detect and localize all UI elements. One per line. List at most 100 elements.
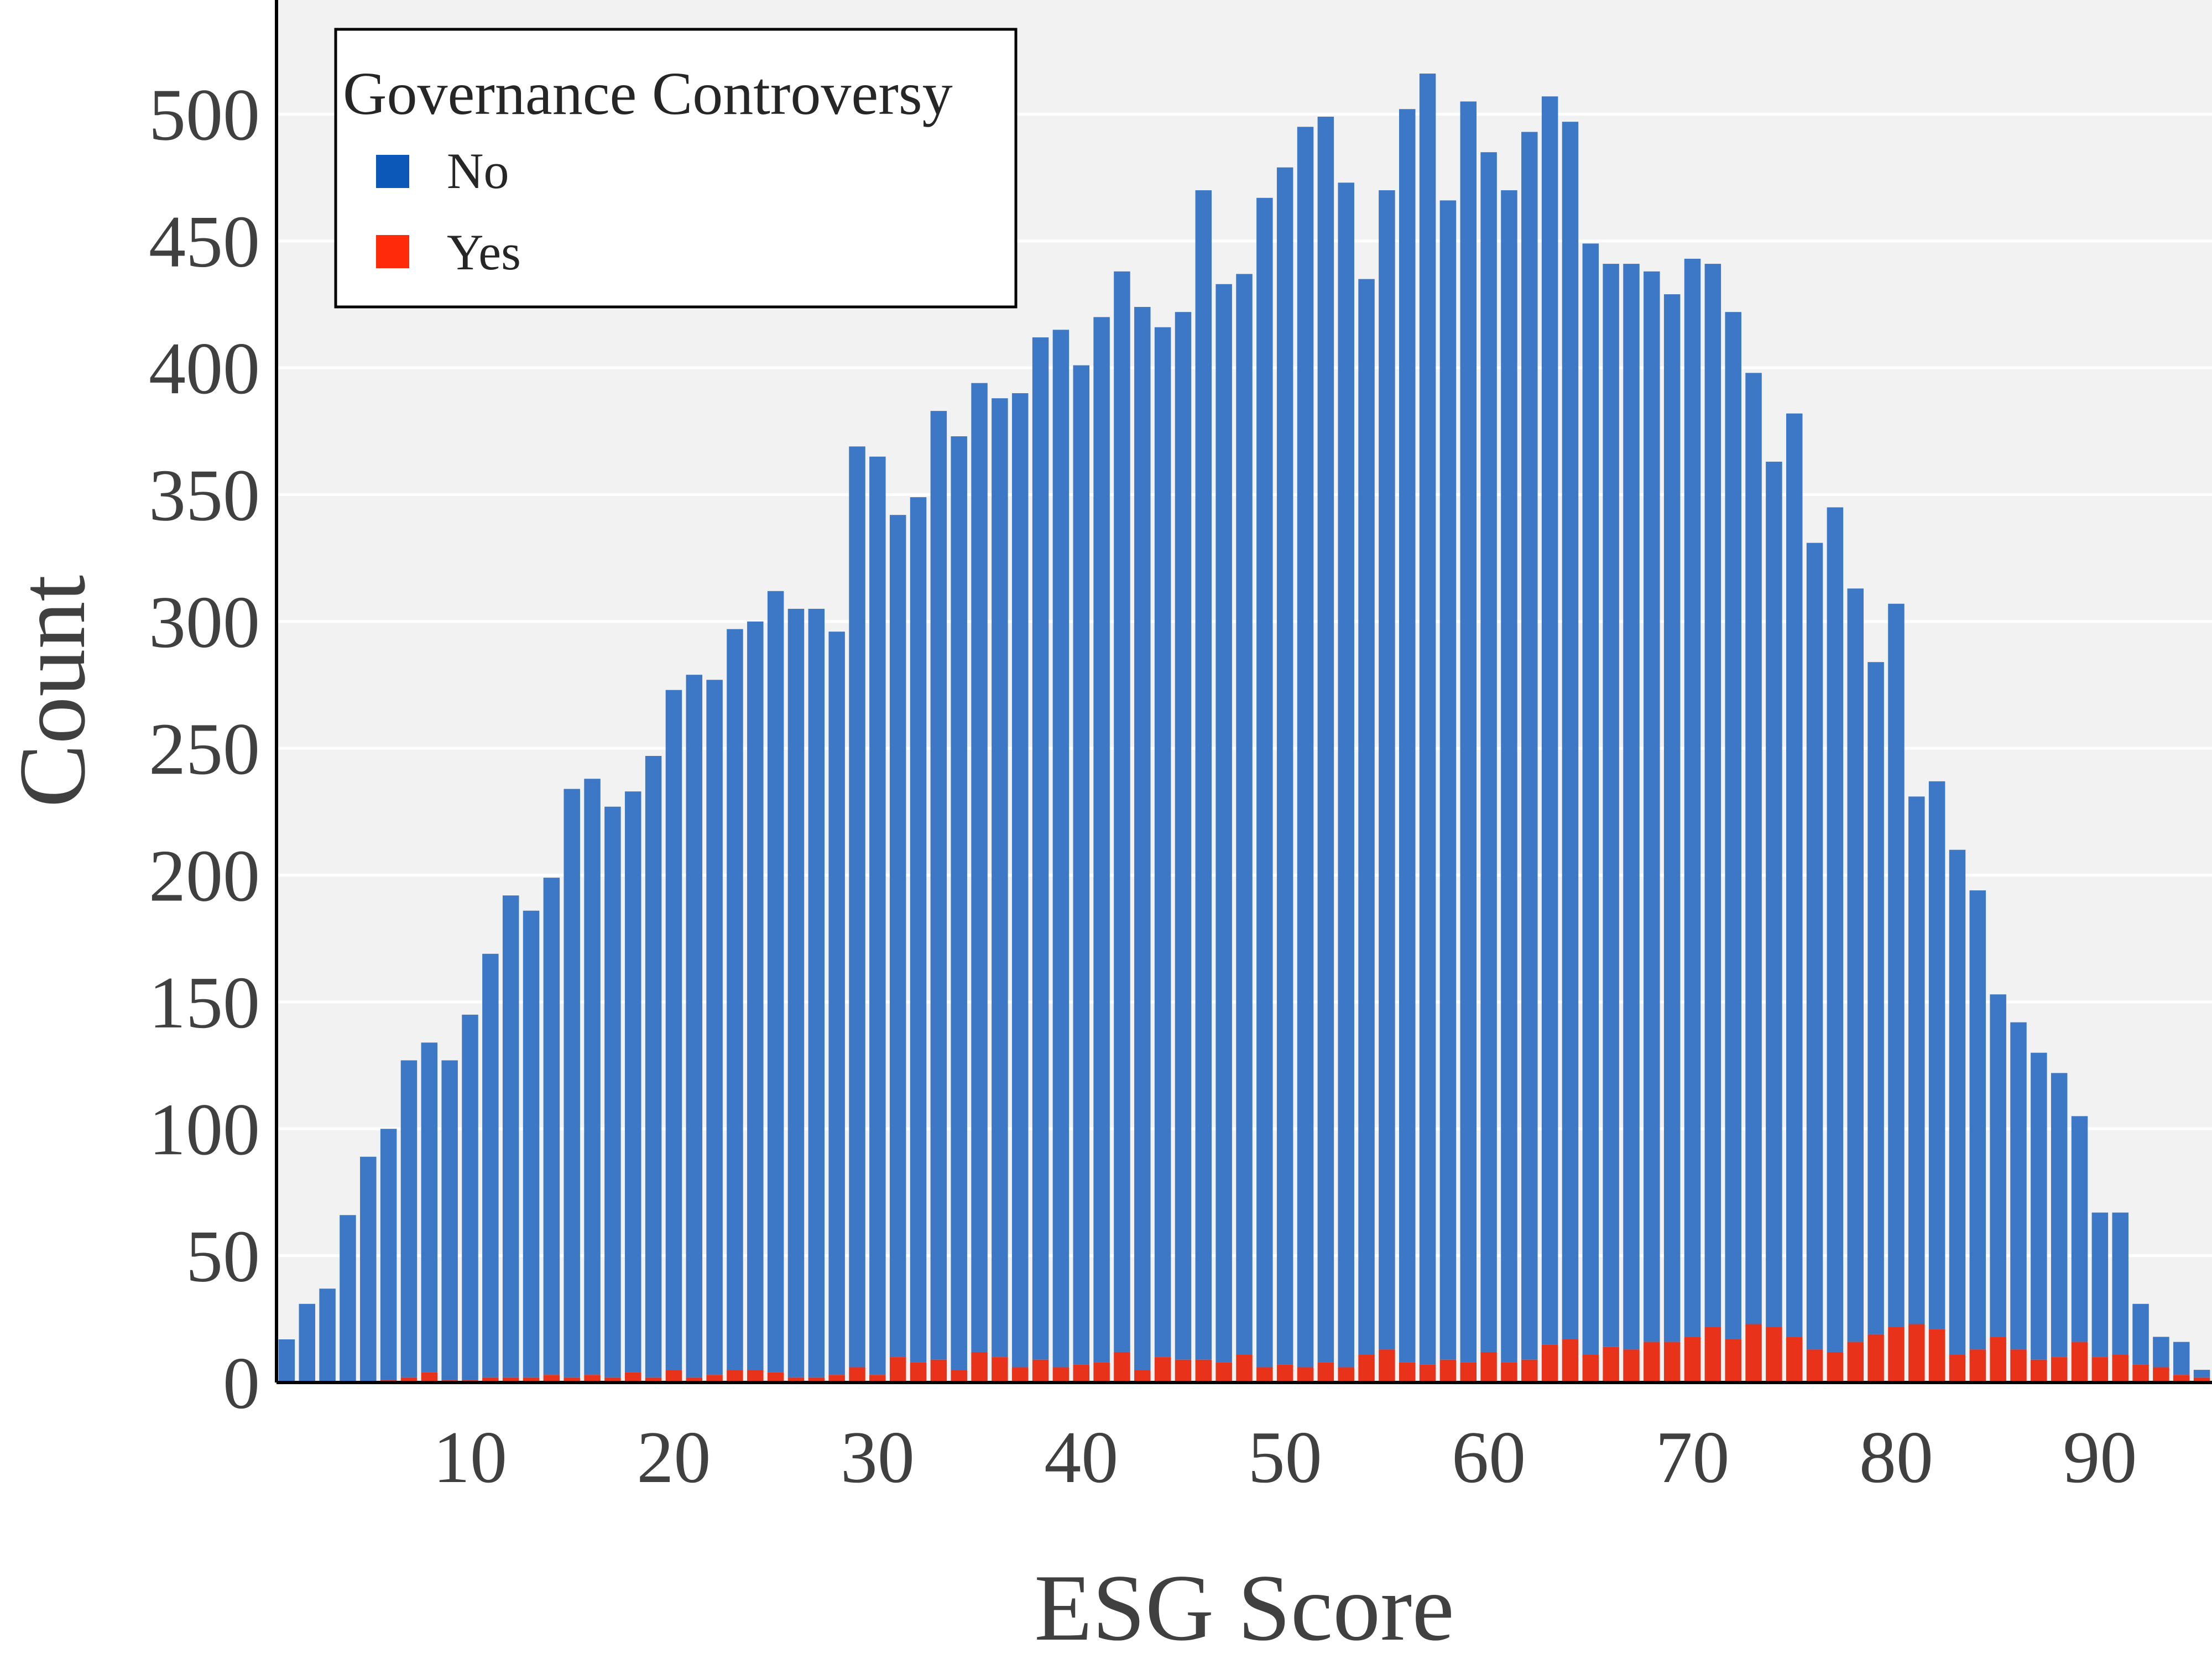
- legend-swatch-yes: [376, 235, 409, 268]
- bar-yes-54: [1358, 1354, 1375, 1383]
- bar-no-35: [971, 383, 988, 1352]
- bar-no-12: [502, 895, 519, 1378]
- bar-no-47: [1215, 284, 1232, 1363]
- bar-no-42: [1114, 271, 1130, 1352]
- bar-yes-41: [1093, 1362, 1110, 1383]
- bar-no-64: [1562, 122, 1579, 1340]
- bar-no-87: [2031, 1052, 2047, 1360]
- y-tick-labels: 0 50 100 150 200 250 300 350 400 450 500: [149, 74, 260, 1424]
- bar-no-63: [1541, 96, 1558, 1345]
- bar-yes-38: [1032, 1359, 1049, 1383]
- bar-no-6: [380, 1129, 397, 1380]
- bar-yes-17: [604, 1377, 621, 1383]
- bar-yes-16: [584, 1375, 601, 1383]
- bar-no-73: [1745, 373, 1762, 1324]
- bar-no-68: [1644, 271, 1660, 1342]
- bar-yes-64: [1562, 1339, 1579, 1383]
- bar-yes-42: [1114, 1352, 1130, 1383]
- bar-no-4: [340, 1215, 356, 1383]
- bar-no-7: [400, 1060, 418, 1378]
- bar-no-91: [2112, 1212, 2128, 1355]
- bar-no-39: [1052, 330, 1070, 1368]
- bar-yes-48: [1236, 1354, 1253, 1383]
- bar-no-44: [1154, 327, 1171, 1358]
- bar-yes-68: [1644, 1342, 1660, 1383]
- bar-no-33: [930, 411, 947, 1360]
- bar-no-3: [319, 1288, 336, 1383]
- bar-yes-13: [523, 1377, 540, 1383]
- bar-yes-67: [1623, 1349, 1640, 1383]
- bar-no-85: [1990, 994, 2006, 1337]
- x-tick-label-80: 80: [1859, 1416, 1933, 1498]
- legend-title: Governance Controversy: [343, 60, 953, 127]
- bar-no-93: [2153, 1337, 2169, 1368]
- bar-yes-84: [1969, 1349, 1986, 1383]
- x-tick-label-40: 40: [1044, 1416, 1118, 1498]
- bar-yes-80: [1888, 1327, 1905, 1383]
- legend-swatch-no: [376, 155, 409, 188]
- bar-no-37: [1012, 393, 1029, 1368]
- bar-yes-19: [645, 1377, 662, 1383]
- legend-label-no: No: [447, 143, 509, 199]
- bar-no-59: [1460, 101, 1477, 1363]
- bar-no-69: [1663, 294, 1681, 1342]
- y-tick-label-450: 450: [149, 201, 260, 283]
- bar-yes-78: [1847, 1342, 1864, 1383]
- bar-yes-91: [2112, 1354, 2128, 1383]
- bar-no-50: [1276, 167, 1293, 1365]
- bar-no-32: [910, 497, 927, 1363]
- bar-yes-50: [1276, 1364, 1293, 1383]
- bar-no-16: [584, 779, 601, 1375]
- bar-no-40: [1073, 365, 1089, 1365]
- bar-no-66: [1603, 264, 1619, 1347]
- bar-no-57: [1419, 74, 1436, 1365]
- bar-no-41: [1093, 317, 1110, 1363]
- bar-no-23: [727, 629, 743, 1370]
- bar-yes-69: [1663, 1342, 1681, 1383]
- y-tick-label-300: 300: [149, 581, 260, 663]
- bar-no-65: [1582, 243, 1599, 1355]
- bar-no-13: [523, 910, 540, 1378]
- bar-yes-29: [849, 1367, 865, 1383]
- bar-yes-21: [686, 1377, 702, 1383]
- bar-yes-83: [1949, 1354, 1966, 1383]
- bar-yes-94: [2173, 1375, 2190, 1383]
- x-tick-label-10: 10: [433, 1416, 507, 1498]
- bar-yes-36: [992, 1357, 1008, 1383]
- bar-no-48: [1236, 274, 1253, 1355]
- legend-box: [334, 28, 1018, 309]
- x-tick-label-70: 70: [1656, 1416, 1730, 1498]
- bar-no-21: [686, 675, 702, 1378]
- bar-yes-40: [1073, 1364, 1089, 1383]
- bar-yes-81: [1908, 1324, 1925, 1383]
- bar-no-27: [808, 608, 825, 1378]
- bar-yes-12: [502, 1377, 519, 1383]
- bar-no-34: [951, 436, 967, 1370]
- bar-yes-33: [930, 1359, 947, 1383]
- x-tick-labels: 10 20 30 40 50 60 70 80 90: [433, 1416, 2137, 1498]
- bar-yes-53: [1338, 1367, 1354, 1383]
- bar-yes-55: [1379, 1349, 1395, 1383]
- bar-no-94: [2173, 1342, 2190, 1375]
- legend: Governance Controversy No Yes: [334, 28, 1018, 309]
- bar-yes-47: [1215, 1362, 1232, 1383]
- bar-yes-93: [2153, 1367, 2169, 1383]
- y-tick-label-500: 500: [149, 74, 260, 155]
- bar-yes-59: [1460, 1362, 1477, 1383]
- y-tick-label-100: 100: [149, 1088, 260, 1170]
- bar-yes-61: [1501, 1362, 1517, 1383]
- bar-no-55: [1379, 190, 1395, 1350]
- bar-no-60: [1480, 152, 1497, 1352]
- bar-yes-11: [482, 1377, 499, 1383]
- bar-no-75: [1786, 413, 1803, 1337]
- bar-no-26: [787, 608, 805, 1378]
- legend-label-yes: Yes: [447, 224, 521, 280]
- bar-yes-14: [543, 1375, 560, 1383]
- bar-no-92: [2132, 1303, 2149, 1365]
- bar-yes-44: [1154, 1357, 1171, 1383]
- bar-no-14: [543, 878, 560, 1375]
- bar-yes-56: [1399, 1362, 1416, 1383]
- bar-yes-22: [706, 1375, 723, 1383]
- bar-no-19: [645, 755, 662, 1378]
- bar-yes-72: [1725, 1339, 1741, 1383]
